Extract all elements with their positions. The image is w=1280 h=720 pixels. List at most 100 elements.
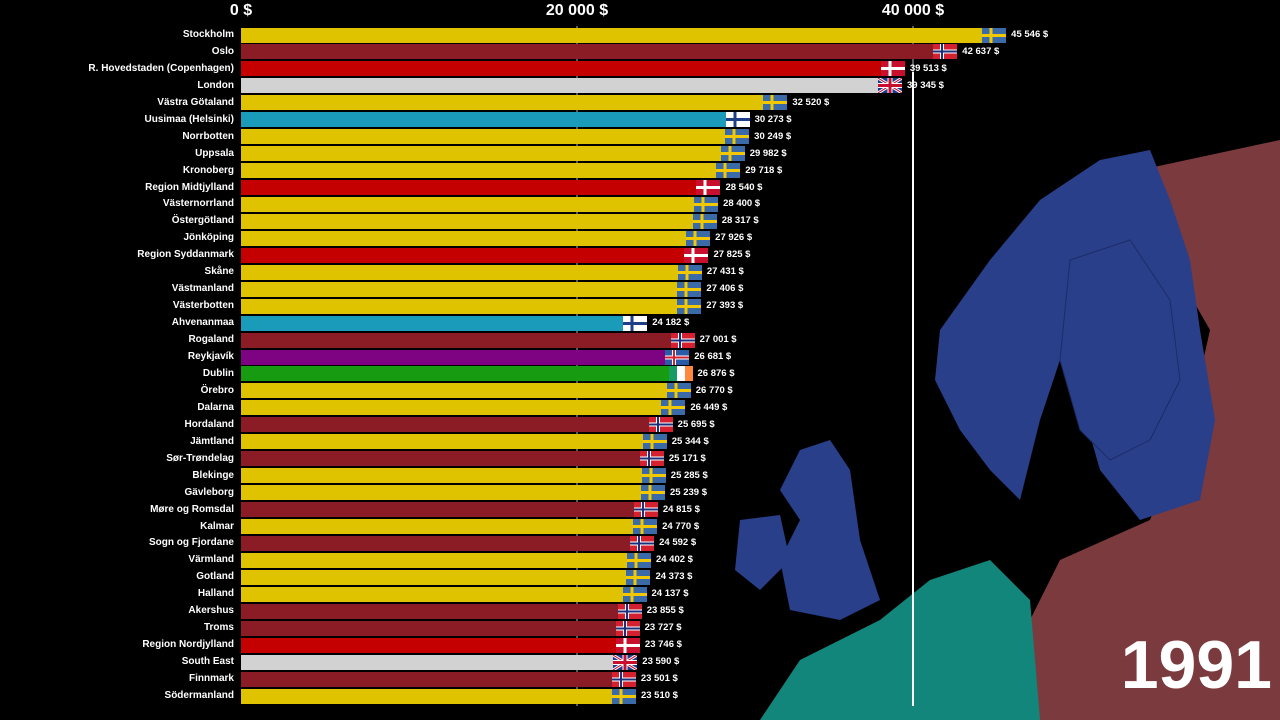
bar (241, 27, 1007, 43)
value-label: 23 746 $ (644, 639, 682, 651)
value-label: 24 182 $ (652, 317, 690, 329)
bar (241, 519, 658, 534)
sweden-flag-icon (641, 468, 666, 484)
bar (241, 400, 686, 416)
sweden-flag-icon (677, 298, 702, 314)
sweden-flag-icon (633, 519, 658, 534)
bar-label: Rogaland (188, 334, 234, 346)
bar (241, 298, 702, 314)
bar (241, 349, 690, 365)
value-label: 25 695 $ (677, 418, 715, 430)
bar (241, 44, 958, 60)
finland-flag-icon (623, 315, 648, 331)
bar-label: Halland (197, 588, 234, 600)
bar (241, 78, 902, 94)
bar (241, 95, 788, 111)
current-marker-line (912, 72, 914, 706)
norway-flag-icon (611, 671, 636, 687)
bar (241, 332, 695, 348)
bar (241, 434, 667, 450)
norway-flag-icon (933, 44, 958, 60)
bar (241, 213, 717, 229)
bar-label: Sogn og Fjordane (149, 537, 234, 549)
value-label: 27 393 $ (706, 300, 744, 312)
bar (241, 586, 647, 602)
ireland-region (735, 515, 790, 590)
bar (241, 281, 702, 297)
bar-label: Södermanland (164, 690, 234, 701)
value-label: 28 317 $ (721, 215, 759, 227)
bar (241, 451, 664, 467)
value-label: 23 590 $ (642, 656, 680, 668)
value-label: 24 815 $ (662, 503, 700, 515)
value-label: 39 513 $ (909, 62, 947, 74)
norway-flag-icon (639, 451, 664, 467)
value-label: 26 876 $ (697, 367, 735, 379)
gridline (576, 26, 578, 706)
value-label: 39 345 $ (906, 79, 944, 91)
bar-label: Västerbotten (172, 300, 234, 312)
value-label: 24 770 $ (662, 520, 700, 532)
bar-label: Norrbotten (182, 130, 234, 142)
value-label: 23 510 $ (640, 690, 678, 701)
bar (241, 468, 666, 484)
bar (241, 61, 905, 77)
bar (241, 180, 721, 196)
bar-label: South East (181, 656, 234, 668)
bar (241, 129, 750, 145)
value-label: 25 344 $ (671, 435, 709, 447)
finland-region (1059, 239, 1181, 461)
sweden-flag-icon (661, 400, 686, 416)
year-label: 1991 (1120, 627, 1272, 703)
value-label: 26 449 $ (690, 401, 728, 413)
norway-flag-icon (648, 417, 673, 433)
bar-label: R. Hovedstaden (Copenhagen) (88, 62, 234, 74)
germany-region (760, 560, 1040, 720)
value-label: 27 001 $ (699, 334, 737, 346)
sweden-flag-icon (692, 213, 717, 229)
value-label: 28 400 $ (723, 198, 761, 210)
norway-flag-icon (630, 535, 655, 551)
bar-label: Östergötland (171, 215, 234, 227)
value-label: 24 592 $ (659, 537, 697, 549)
bar (241, 654, 638, 670)
bar (241, 315, 648, 331)
sweden-flag-icon (641, 485, 665, 501)
bar (241, 383, 691, 399)
bar (241, 485, 665, 501)
bar (241, 366, 693, 382)
bar (241, 112, 750, 128)
value-label: 27 825 $ (713, 249, 751, 261)
bar-label: Oslo (211, 45, 234, 57)
bar-label: London (197, 79, 234, 91)
value-label: 25 171 $ (668, 452, 706, 464)
finland-flag-icon (725, 112, 750, 128)
norway-flag-icon (617, 603, 642, 619)
norway-flag-icon (615, 620, 640, 636)
value-label: 29 982 $ (749, 147, 787, 159)
x-tick-label: 0 $ (229, 2, 253, 19)
bar-label: Møre og Romsdal (150, 503, 234, 515)
bar-label: Kalmar (200, 520, 234, 532)
bar-label: Västmanland (171, 283, 234, 295)
value-label: 26 770 $ (695, 384, 733, 396)
sweden-flag-icon (611, 688, 636, 704)
bar (241, 552, 651, 568)
denmark-flag-icon (615, 637, 640, 653)
norway-flag-icon (633, 502, 658, 518)
sweden-flag-icon (666, 383, 691, 399)
bar-label: Blekinge (192, 469, 234, 481)
bar-label: Region Midtjylland (145, 181, 234, 193)
value-label: 32 520 $ (792, 96, 830, 108)
bar-label: Hordaland (184, 418, 234, 430)
sweden-flag-icon (626, 552, 651, 568)
value-label: 30 273 $ (754, 113, 792, 125)
bar (241, 502, 658, 518)
value-label: 42 637 $ (962, 45, 1000, 57)
value-label: 23 855 $ (646, 605, 684, 617)
value-label: 27 406 $ (706, 283, 744, 295)
bar (241, 569, 651, 585)
value-label: 27 431 $ (706, 266, 744, 278)
